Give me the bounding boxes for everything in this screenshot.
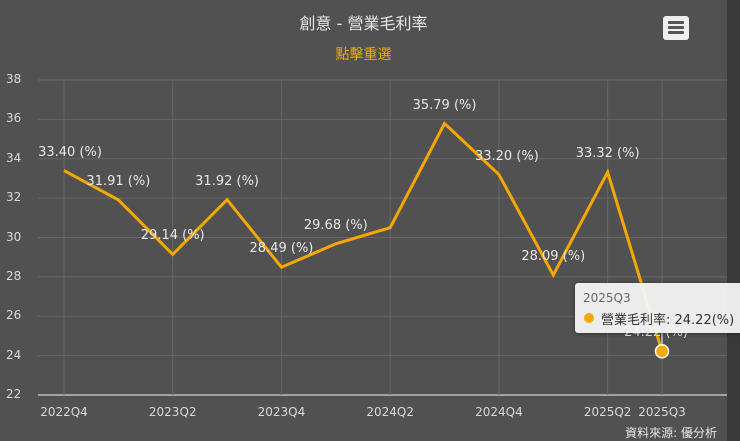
y-tick-label: 22: [6, 387, 22, 401]
menu-bar: [668, 31, 684, 34]
series-marker-icon: [584, 313, 594, 323]
x-tick-label: 2025Q3: [638, 405, 686, 419]
x-tick-label: 2024Q2: [366, 405, 414, 419]
y-tick-label: 24: [6, 347, 22, 362]
menu-bar: [668, 26, 684, 29]
source-credit: 資料來源: 優分析: [625, 426, 717, 440]
data-label: 33.32 (%): [575, 146, 640, 162]
menu-bar: [668, 21, 684, 24]
y-tick-label: 32: [6, 190, 22, 205]
x-tick-label: 2023Q4: [257, 405, 306, 419]
data-label: 33.20 (%): [474, 148, 539, 164]
tooltip-value: 營業毛利率: 24.22(%): [601, 313, 735, 328]
data-label: 28.09 (%): [521, 249, 586, 265]
x-tick-label: 2022Q4: [40, 405, 88, 419]
tooltip: 2025Q3 營業毛利率: 24.22(%): [575, 283, 740, 333]
data-label: 29.68 (%): [303, 217, 368, 233]
y-tick-label: 26: [6, 308, 22, 323]
y-tick-label: 28: [6, 268, 22, 283]
y-tick-label: 38: [6, 72, 22, 86]
x-tick-label: 2024Q4: [475, 405, 523, 419]
x-tick-label: 2023Q2: [148, 405, 197, 419]
chart-title: 創意 - 營業毛利率: [299, 14, 428, 33]
y-tick-label: 30: [6, 229, 22, 244]
reset-selection-link[interactable]: 點擊重選: [335, 47, 392, 63]
data-label: 31.92 (%): [195, 173, 260, 189]
data-label: 28.49 (%): [249, 241, 314, 257]
x-tick-label: 2025Q2: [583, 405, 632, 419]
y-tick-label: 36: [6, 111, 22, 126]
hamburger-menu-icon[interactable]: [663, 16, 689, 40]
tooltip-category: 2025Q3: [583, 291, 631, 305]
data-label: 35.79 (%): [412, 97, 477, 113]
data-label: 29.14 (%): [140, 228, 205, 244]
y-tick-label: 34: [6, 150, 22, 165]
data-label: 31.91 (%): [86, 173, 151, 189]
data-label: 33.40 (%): [38, 144, 102, 160]
